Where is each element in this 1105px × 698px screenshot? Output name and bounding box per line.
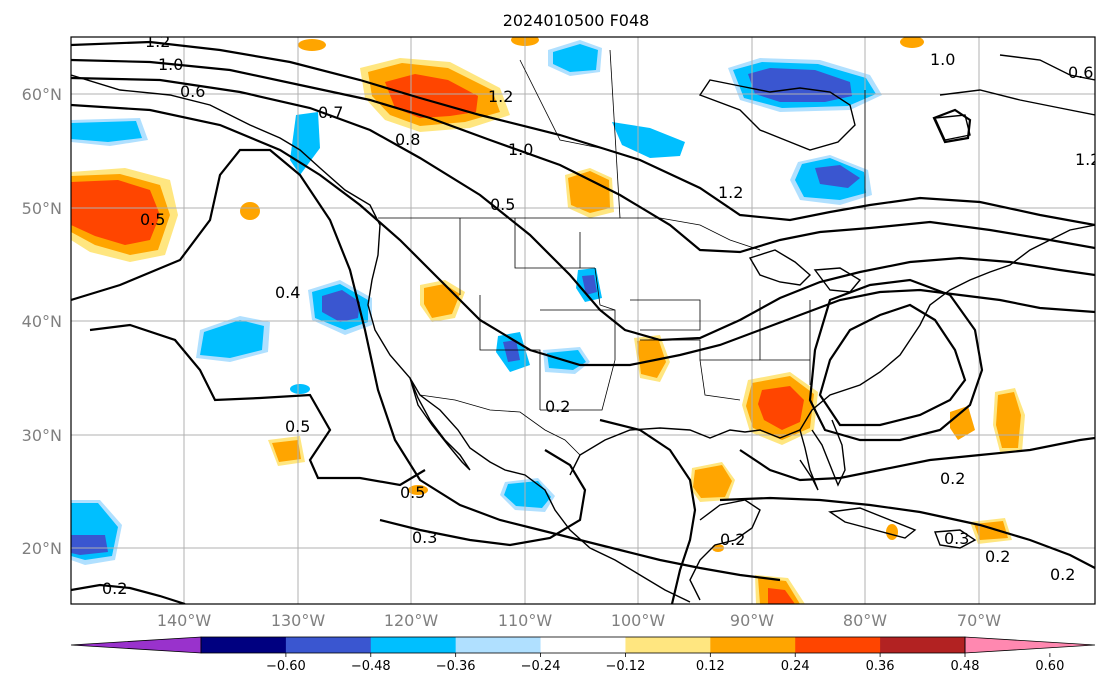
contours [71, 40, 1095, 604]
colorbar-tick-label: −0.60 [266, 659, 306, 674]
anomaly-negative-region [503, 340, 520, 362]
anomaly-positive-region [950, 406, 975, 440]
lon-tick-label: 90°W [730, 611, 774, 630]
graticule [71, 37, 1095, 604]
contour-label: 0.2 [940, 469, 965, 488]
anomaly-positive-region [408, 485, 428, 495]
colorbar-tick-label: 0.36 [866, 659, 895, 674]
colorbar-segment [795, 637, 881, 653]
map-content: 1.2 1.0 0.6 0.7 0.8 1.2 1.0 0.5 1.2 1.0 … [71, 32, 1100, 604]
contour-label: 0.2 [985, 547, 1010, 566]
contour-label: 1.0 [930, 50, 955, 69]
contour-label: 0.6 [180, 82, 205, 101]
lat-tick-label: 20°N [22, 539, 62, 558]
colorbar-segment [201, 637, 287, 653]
anomaly-negative-region [200, 320, 264, 358]
longitude-axis: 140°W 130°W 120°W 110°W 100°W 90°W 80°W … [157, 611, 1001, 630]
map-frame [70, 36, 1096, 605]
contour-label: 0.8 [395, 130, 420, 149]
anomaly-positive-region [996, 392, 1021, 448]
anomaly-negative-region [612, 122, 685, 158]
colorbar-tick-label: −0.48 [351, 659, 391, 674]
colorbar-segment [285, 637, 372, 653]
contour-label: 0.5 [490, 195, 515, 214]
lon-tick-label: 140°W [157, 611, 212, 630]
colorbar: −0.60 −0.48 −0.36 −0.24 −0.12 0.12 0.24 0.36 0.4… [70, 636, 1096, 674]
lat-tick-label: 60°N [22, 85, 62, 104]
contour-label: 0.2 [1050, 565, 1075, 584]
contour-label: 0.4 [275, 283, 300, 302]
anomaly-positive-region [568, 171, 610, 213]
contour-label: 0.7 [318, 103, 343, 122]
lon-tick-label: 110°W [498, 611, 553, 630]
colorbar-tick-label: 0.24 [781, 659, 810, 674]
colorbar-tick-label: 0.60 [1035, 659, 1064, 674]
contour-label: 0.3 [944, 529, 969, 548]
lon-tick-label: 100°W [611, 611, 666, 630]
map-title: 2024010500 F048 [503, 11, 650, 30]
colorbar-segment [625, 637, 711, 653]
lat-tick-label: 30°N [22, 426, 62, 445]
contour-label: 1.2 [145, 32, 170, 51]
colorbar-segment [540, 637, 626, 653]
lon-tick-label: 80°W [843, 611, 887, 630]
contour-label: 0.2 [720, 530, 745, 549]
contour-label: 0.5 [140, 210, 165, 229]
contour-label: 1.2 [1075, 150, 1100, 169]
anomaly-positive-region [693, 465, 732, 498]
contour-label: 0.3 [412, 528, 437, 547]
lon-tick-label: 70°W [957, 611, 1001, 630]
anomaly-negative-region [504, 481, 551, 508]
anomaly-positive-region [240, 202, 260, 220]
lon-tick-label: 130°W [271, 611, 326, 630]
colorbar-tick-label: −0.24 [521, 659, 561, 674]
contour-label: 1.2 [718, 183, 743, 202]
contour-label: 0.2 [102, 579, 127, 598]
anomaly-negative-region [815, 165, 860, 188]
colorbar-tick-label: 0.48 [951, 659, 980, 674]
lat-tick-label: 40°N [22, 312, 62, 331]
anomaly-negative-region [322, 290, 360, 322]
anomaly-positive-region [298, 39, 326, 51]
contour-label: 1.0 [508, 140, 533, 159]
anomaly-positive-region [758, 386, 804, 430]
contour-label: 0.6 [1068, 63, 1093, 82]
colorbar-extend-low [70, 636, 202, 654]
anomaly-negative-region [582, 275, 597, 295]
anomaly-positive-region [768, 588, 795, 604]
colorbar-segment [370, 637, 457, 653]
anomaly-negative-region [71, 121, 142, 142]
colorbar-segment [880, 637, 966, 653]
contour-label: 1.2 [488, 87, 513, 106]
lon-tick-label: 120°W [384, 611, 439, 630]
latitude-axis: 60°N 50°N 40°N 30°N 20°N [22, 85, 62, 558]
anomaly-negative-region [290, 384, 310, 394]
anomaly-positive-region [900, 37, 924, 48]
contour-label: 0.5 [400, 483, 425, 502]
anomaly-positive-region [637, 338, 666, 378]
colorbar-tick-label: 0.12 [696, 659, 725, 674]
contour-label: 0.2 [545, 397, 570, 416]
anomaly-positive-region [272, 440, 301, 462]
anomaly-negative-region [553, 44, 598, 72]
colorbar-outline [200, 636, 966, 654]
contour-label: 0.5 [285, 417, 310, 436]
anomaly-positive-region [886, 524, 898, 540]
colorbar-segment [710, 637, 796, 653]
colorbar-extend-high [964, 636, 1096, 654]
colorbar-segment [455, 637, 542, 653]
lat-tick-label: 50°N [22, 199, 62, 218]
colorbar-tick-label: −0.36 [436, 659, 476, 674]
anomaly-negative-region [71, 535, 108, 555]
contour-labels: 1.2 1.0 0.6 0.7 0.8 1.2 1.0 0.5 1.2 1.0 … [102, 32, 1100, 598]
contour-label: 1.0 [158, 55, 183, 74]
anomaly-positive-region [71, 180, 160, 245]
colorbar-tick-label: −0.12 [606, 659, 646, 674]
